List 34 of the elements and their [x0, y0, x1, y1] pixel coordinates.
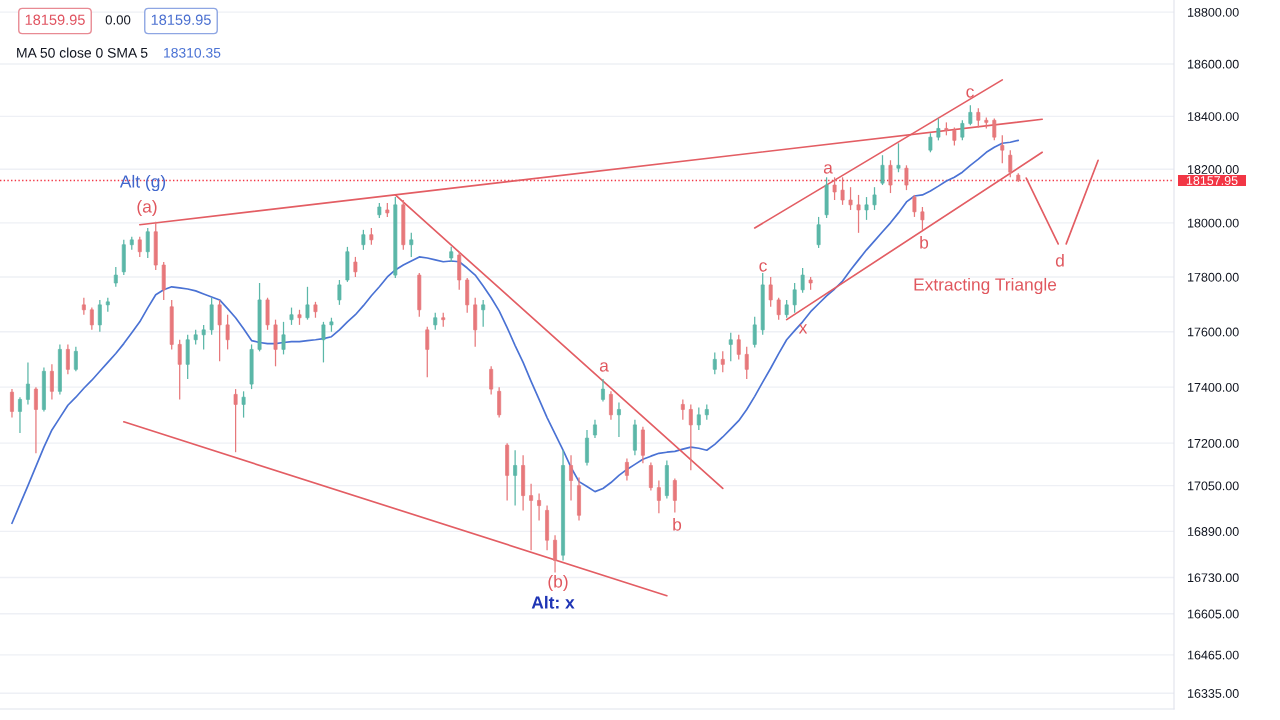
y-tick-label: 16890.00	[1188, 527, 1239, 536]
y-tick-label: 16605.00	[1188, 609, 1239, 619]
annotation: Alt: x	[531, 595, 575, 609]
y-tick-label: 17600.00	[1188, 327, 1239, 337]
y-tick-label: 16465.00	[1188, 650, 1239, 660]
annotation: 18159.95	[25, 14, 85, 25]
annotation: 18310.35	[164, 47, 221, 58]
annotation: Alt (g)	[119, 174, 166, 192]
annotation: MA 50 close 0 SMA 5	[17, 47, 148, 58]
annotation: 0.00	[105, 15, 131, 25]
y-tick-label: 18600.00	[1188, 59, 1239, 69]
annotation: c	[759, 262, 767, 272]
y-tick-label: 17200.00	[1188, 438, 1239, 448]
annotation: c	[966, 88, 974, 98]
y-tick-label: 17050.00	[1188, 481, 1239, 491]
y-tick-label: 16730.00	[1188, 573, 1239, 583]
annotation: (a)	[137, 199, 157, 217]
y-tick-label: 16335.00	[1188, 689, 1239, 698]
annotation: 18159.95	[151, 14, 211, 25]
y-tick-label: 18200.00	[1188, 165, 1239, 174]
y-tick-label: 18400.00	[1188, 112, 1239, 121]
annotation: x	[798, 324, 808, 334]
annotation: b	[673, 517, 682, 531]
annotation: (b)	[548, 574, 568, 592]
annotation: d	[1055, 253, 1064, 267]
y-tick-label: 17800.00	[1188, 272, 1239, 282]
annotation: a	[823, 164, 833, 174]
annotation: Extracting Triangle	[914, 277, 1057, 295]
y-tick-label: 18000.00	[1188, 218, 1239, 228]
annotation: b	[920, 235, 929, 249]
annotation: a	[599, 362, 609, 372]
ref-line-label: 18157.95	[1186, 176, 1238, 185]
y-tick-label: 17400.00	[1188, 382, 1239, 392]
y-tick-label: 18800.00	[1188, 7, 1239, 17]
